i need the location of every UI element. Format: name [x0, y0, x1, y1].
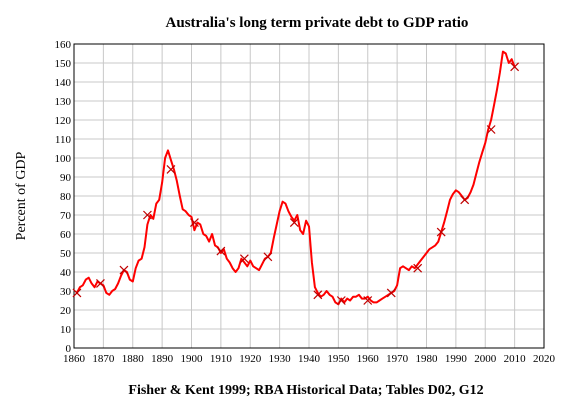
y-tick-label: 40 — [60, 267, 72, 279]
x-tick-label: 1960 — [357, 353, 380, 365]
series-marker — [386, 288, 396, 298]
y-tick-labels: 0 10 20 30 40 50 60 70 80 90 100 110 120 130 140 150 160 — [55, 39, 72, 355]
series-marker — [313, 290, 323, 300]
y-tick-label: 10 — [60, 324, 72, 336]
x-tick-label: 1870 — [92, 353, 115, 365]
series-marker — [239, 254, 249, 264]
x-tick-label: 1910 — [210, 353, 233, 365]
x-tick-label: 1940 — [298, 353, 321, 365]
series-marker — [363, 296, 373, 305]
x-tick-labels: 1860 1870 1880 1890 1900 1910 1920 1930 1940 1950… — [63, 353, 556, 365]
y-tick-label: 20 — [60, 305, 72, 317]
series-marker — [72, 288, 82, 298]
x-tick-label: 1890 — [151, 353, 174, 365]
x-tick-label: 1950 — [327, 353, 350, 365]
series-marker — [486, 125, 496, 134]
y-tick-label: 130 — [55, 96, 72, 108]
y-tick-label: 30 — [60, 286, 72, 298]
y-tick-label: 0 — [66, 343, 72, 355]
x-tick-label: 1860 — [63, 353, 86, 365]
series-marker — [510, 62, 520, 72]
y-tick-label: 70 — [60, 210, 72, 222]
y-tick-label: 80 — [60, 191, 72, 203]
x-tick-label: 2020 — [533, 353, 556, 365]
grid — [73, 43, 545, 349]
x-tick-label: 2000 — [474, 353, 497, 365]
y-tick-label: 60 — [60, 229, 72, 241]
y-tick-label: 150 — [55, 58, 72, 70]
series-marker — [216, 246, 226, 256]
series-marker — [166, 164, 176, 174]
series-marker — [143, 210, 152, 220]
series-marker — [336, 296, 346, 305]
series-marker — [436, 227, 446, 237]
x-tick-label: 1920 — [239, 353, 262, 365]
x-tick-label: 1980 — [416, 353, 439, 365]
plot-frame — [73, 43, 545, 349]
y-tick-label: 100 — [55, 153, 72, 165]
chart-title: Australia's long term private debt to GD… — [166, 15, 469, 31]
x-tick-label: 1880 — [122, 353, 145, 365]
y-tick-label: 50 — [60, 248, 72, 260]
y-tick-label: 120 — [55, 115, 72, 127]
series-marker — [413, 263, 423, 273]
y-tick-label: 160 — [55, 39, 72, 51]
x-tick-label: 1900 — [181, 353, 204, 365]
y-axis-label: Percent of GDP — [14, 151, 29, 240]
series-marker — [263, 252, 273, 262]
x-tick-label: 1990 — [445, 353, 468, 365]
series-marker — [289, 218, 299, 228]
y-tick-label: 140 — [55, 77, 72, 89]
y-tick-label: 110 — [55, 134, 72, 146]
series-marker — [460, 195, 470, 205]
x-tick-label: 1930 — [269, 353, 292, 365]
series-line — [75, 50, 516, 306]
y-tick-label: 90 — [60, 172, 72, 184]
source-note: Fisher & Kent 1999; RBA Historical Data;… — [128, 383, 483, 398]
series-marker — [96, 278, 105, 288]
series-marker — [190, 218, 199, 228]
x-tick-label: 1970 — [386, 353, 409, 365]
series-markers — [72, 62, 520, 305]
series-marker — [119, 265, 129, 275]
x-tick-label: 2010 — [504, 353, 527, 365]
